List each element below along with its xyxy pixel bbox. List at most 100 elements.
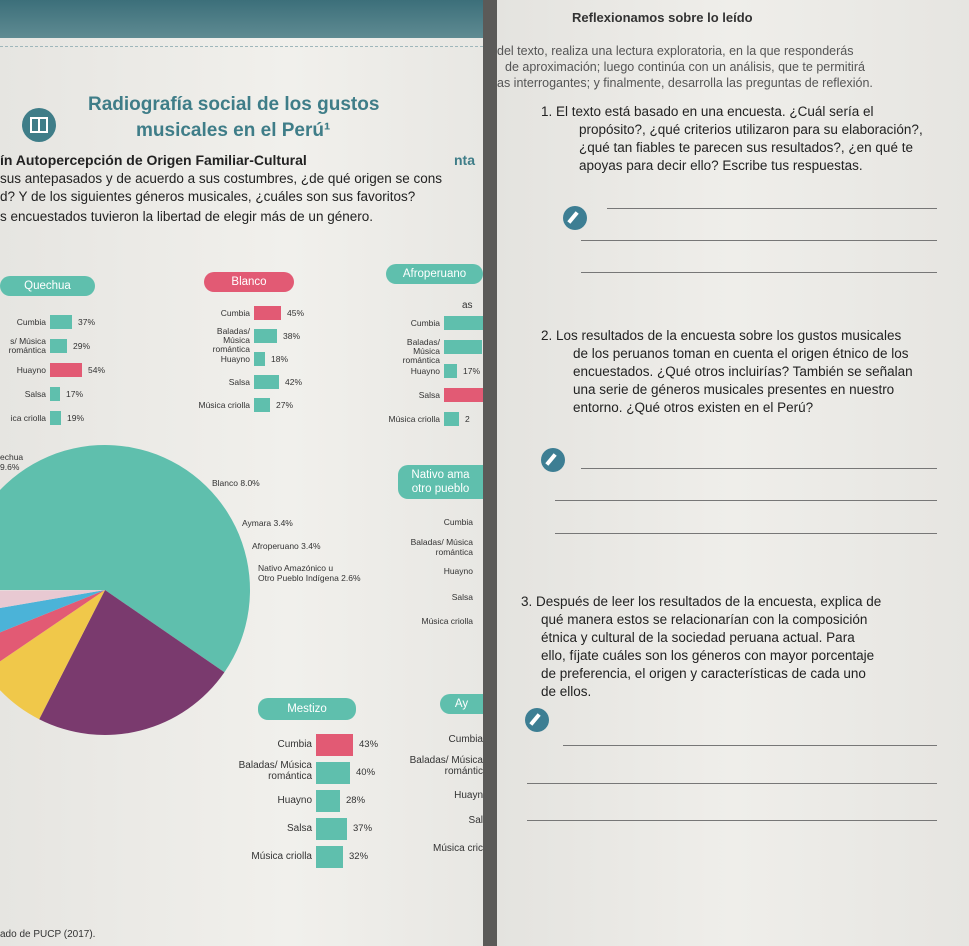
q1-line2: propósito?, ¿qué criterios utilizaron pa… [579, 122, 923, 137]
group-title-nativo: Nativo ama otro pueblo [398, 465, 483, 499]
bar-value: 40% [356, 767, 376, 778]
bar-label: Salsa [418, 390, 440, 400]
bar-value: 29% [73, 341, 91, 351]
group-title-nativo-line1: Nativo ama [411, 469, 470, 481]
pie-slice [0, 590, 105, 608]
bar-label: ica criolla [10, 413, 46, 423]
answer-line[interactable] [563, 745, 937, 746]
header-band [0, 0, 483, 38]
answer-line[interactable] [581, 272, 937, 273]
pie-label-afroperuano: Afroperuano 3.4% [252, 541, 321, 551]
bar [50, 411, 61, 425]
answer-line[interactable] [555, 533, 937, 534]
fragment-as: as [462, 300, 473, 311]
bar-label: Cumbia [410, 318, 440, 328]
bar-value: 37% [78, 317, 96, 327]
bar-label: Huayno [277, 795, 312, 806]
bar-label: Cumbia [277, 739, 312, 750]
answer-line[interactable] [581, 468, 937, 469]
bar [444, 364, 457, 378]
q3-line5: de preferencia, el origen y característi… [541, 666, 866, 681]
bar [50, 387, 60, 401]
pencil-icon [541, 448, 565, 472]
q3-line6: de ellos. [541, 684, 592, 699]
page-title-line1: Radiografía social de los gustos [88, 94, 380, 115]
q1-line3: ¿qué tan fiables te parecen sus resultad… [579, 140, 913, 155]
q2-line4: una serie de géneros musicales presentes… [573, 382, 895, 397]
bar [254, 306, 281, 320]
bar-label: Música criolla [251, 851, 312, 862]
answer-line[interactable] [527, 783, 937, 784]
pie-label-aymara: Aymara 3.4% [242, 518, 293, 528]
right-page: Reflexionamos sobre lo leído del texto, … [497, 0, 969, 946]
pencil-icon [563, 206, 587, 230]
bar-label: Huayno [410, 366, 440, 376]
bar [254, 398, 270, 412]
bar-value: 38% [283, 331, 301, 341]
q3-line4: ello, fíjate cuáles son los géneros con … [541, 648, 875, 663]
aymara-label-salsa: Sal [468, 815, 483, 826]
q1-line4: apoyas para decir ello? Escribe tus resp… [579, 158, 863, 173]
q2-line2: de los peruanos toman en cuenta el orige… [573, 346, 909, 361]
intro-line3: as interrogantes; y finalmente, desarrol… [497, 76, 873, 90]
pie-label-blanco: Blanco 8.0% [212, 478, 260, 488]
bar-label: Cumbia [16, 317, 46, 327]
bar-label: Huayno [16, 365, 46, 375]
pie-slice [0, 590, 105, 633]
intro-line1: del texto, realiza una lectura explorato… [497, 44, 854, 58]
question-line1: sus antepasados y de acuerdo a sus costu… [0, 171, 443, 186]
nativo-label-huayno: Huayno [443, 566, 473, 576]
bar-value: 17% [463, 366, 481, 376]
answer-line[interactable] [581, 240, 937, 241]
answer-line[interactable] [555, 500, 937, 501]
bar-label: Salsa [286, 823, 312, 834]
bar-value: 2 [465, 414, 470, 424]
pie-slice [0, 590, 105, 720]
q3-line1: 3. Después de leer los resultados de la … [521, 594, 882, 609]
bar-label: Baladas/ Música romántica [402, 337, 440, 365]
bar [316, 846, 343, 868]
bar-value: 42% [285, 377, 303, 387]
bar [50, 315, 72, 329]
nativo-label-salsa: Salsa [451, 592, 473, 602]
bar-label: Música criolla [198, 400, 251, 410]
reflection-heading: Reflexionamos sobre lo leído [572, 10, 753, 25]
aymara-label-criolla: Música cric [432, 843, 483, 854]
section-heading: ín Autopercepción de Origen Familiar-Cul… [0, 152, 307, 168]
pie-label-quechua-line2: 9.6% [0, 462, 20, 472]
bar-value: 37% [353, 823, 373, 834]
bar [444, 316, 483, 330]
aymara-label-cumbia: Cumbia [448, 734, 483, 745]
q3-line3: étnica y cultural de la sociedad peruana… [541, 630, 855, 645]
group-title-aymara: Ay [440, 694, 483, 714]
left-page: Radiografía social de los gustos musical… [0, 0, 483, 946]
bar-value: 43% [359, 739, 379, 750]
q3-line2: qué manera estos se relacionarían con la… [541, 612, 868, 627]
bar-value: 32% [349, 851, 369, 862]
bar [316, 818, 347, 840]
bar-value: 54% [88, 365, 106, 375]
bar [50, 363, 82, 377]
source-note: ado de PUCP (2017). [0, 929, 96, 940]
page-title-line2: musicales en el Perú¹ [136, 120, 331, 141]
bar [444, 388, 483, 402]
q2-line5: entorno. ¿Qué otros existen en el Perú? [573, 400, 814, 415]
pie-label-nativo-line2: Otro Pueblo Indígena 2.6% [258, 573, 361, 583]
q2-line1: 2. Los resultados de la encuesta sobre l… [541, 328, 902, 343]
fragment-nta: nta [454, 152, 475, 168]
intro-line2: de aproximación; luego continúa con un a… [505, 60, 865, 74]
pencil-icon [525, 708, 549, 732]
answer-line[interactable] [607, 208, 937, 209]
bar-value: 27% [276, 400, 294, 410]
bar-value: 45% [287, 308, 305, 318]
bar [444, 340, 482, 354]
bar [316, 734, 353, 756]
bar-value: 19% [67, 413, 85, 423]
answer-line[interactable] [527, 820, 937, 821]
group-title-nativo-line2: otro pueblo [411, 483, 470, 495]
question-line2: d? Y de los siguientes géneros musicales… [0, 189, 416, 204]
survey-note: s encuestados tuvieron la libertad de el… [0, 209, 373, 224]
bar [316, 762, 350, 784]
group-title-blanco: Blanco [204, 272, 294, 292]
q1-line1: 1. El texto está basado en una encuesta.… [541, 104, 874, 119]
